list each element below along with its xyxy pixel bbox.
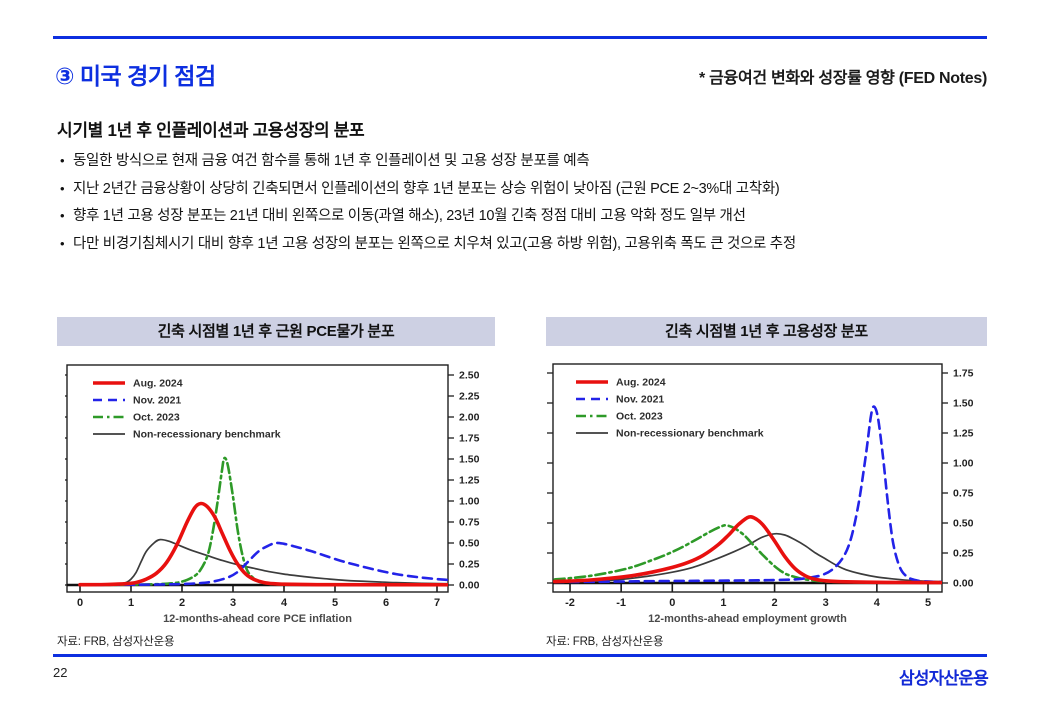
y-tick-label: 0.75 [953,488,974,500]
series-line-non-recessionary-benchmark [553,532,942,584]
x-tick-label: 2 [179,597,185,609]
legend-label: Aug. 2024 [616,377,666,389]
section-subtitle: 시기별 1년 후 인플레이션과 고용성장의 분포 [57,121,365,140]
top-divider [53,36,987,39]
series-line-nov-2021 [78,541,448,587]
pce-distribution-chart: 0.00 0.25 0.50 0.75 1.00 1.25 1.50 1.75 2.00 2.25… [61,352,497,634]
series-line-oct-2023 [553,524,942,585]
footer-divider [53,654,987,657]
x-tick-label: 0 [669,597,675,609]
y-tick-label: 0.50 [459,538,480,550]
y-tick-label: 1.25 [459,475,480,487]
bullet-item: 다만 비경기침체시기 대비 향후 1년 고용 성장의 분포는 왼쪽으로 치우쳐 … [60,235,990,253]
x-tick-label: 1 [720,597,726,609]
source-note: 자료: FRB, 삼성자산운용 [546,636,664,648]
legend-label: Non-recessionary benchmark [616,428,764,440]
title-note: * 금융여건 변화와 성장률 영향 (FED Notes) [699,70,987,87]
y-tick-label: 0.00 [459,580,480,592]
y-tick-label: 2.25 [459,391,480,403]
bullet-item: 지난 2년간 금융상황이 상당히 긴축되면서 인플레이션의 향후 1년 분포는 … [60,180,990,198]
legend-label: Nov. 2021 [133,395,181,407]
x-tick-label: 5 [925,597,931,609]
page-number: 22 [53,665,68,680]
y-tick-label: 1.75 [953,368,974,380]
x-axis-label: 12-months-ahead employment growth [648,613,847,625]
page-title: ③ 미국 경기 점검 [55,63,216,89]
chart-header-pce: 긴축 시점별 1년 후 근원 PCE물가 분포 [57,317,495,346]
x-tick-label: 5 [332,597,338,609]
y-tick-label: 1.50 [953,398,974,410]
legend-label: Oct. 2023 [616,411,663,423]
y-tick-label: 1.50 [459,454,480,466]
chart-canvas: 0.00 0.25 0.50 0.75 1.00 1.25 1.50 1.75 -2 -1 0 1 2 3… [547,363,974,625]
series-line-aug-2024 [553,515,942,585]
y-tick-label: 0.50 [953,518,974,530]
x-axis-label: 12-months-ahead core PCE inflation [163,613,352,625]
series-line-nov-2021 [553,405,942,584]
bullet-item: 향후 1년 고용 성장 분포는 21년 대비 왼쪽으로 이동(과열 해소), 2… [60,207,990,225]
source-note: 자료: FRB, 삼성자산운용 [57,636,175,648]
legend-label: Nov. 2021 [616,394,664,406]
y-tick-label: 1.75 [459,433,480,445]
y-tick-label: 1.00 [953,458,974,470]
employment-distribution-chart: 0.00 0.25 0.50 0.75 1.00 1.25 1.50 1.75 -2 -1 0 1 2 3… [546,352,987,634]
series-line-non-recessionary-benchmark [79,538,448,586]
y-tick-label: 0.25 [953,548,974,560]
y-tick-label: 0.75 [459,517,480,529]
plot-frame [552,363,943,593]
x-tick-label: 4 [281,597,288,609]
series-line-oct-2023 [78,456,448,587]
y-tick-label: 2.00 [459,412,480,424]
x-tick-label: 0 [77,597,83,609]
y-tick-label: 0.25 [459,559,480,571]
legend-label: Non-recessionary benchmark [133,429,281,441]
chart-canvas: 0.00 0.25 0.50 0.75 1.00 1.25 1.50 1.75 2.00 2.25… [61,364,480,625]
plot-frame [66,364,449,593]
legend-label: Aug. 2024 [133,378,183,390]
y-tick-label: 2.50 [459,370,480,382]
x-tick-label: 1 [128,597,134,609]
x-tick-label: 3 [823,597,829,609]
y-tick-label: 1.25 [953,428,974,440]
series-line-aug-2024 [78,501,448,587]
x-tick-label: -2 [565,597,575,609]
legend-label: Oct. 2023 [133,412,180,424]
x-tick-label: -1 [616,597,626,609]
x-tick-label: 2 [772,597,778,609]
company-logo: 삼성자산운용 [898,669,989,688]
bullet-list: 동일한 방식으로 현재 금융 여건 함수를 통해 1년 후 인플레이션 및 고용… [60,152,990,262]
bullet-item: 동일한 방식으로 현재 금융 여건 함수를 통해 1년 후 인플레이션 및 고용… [60,152,990,170]
x-tick-label: 7 [434,597,440,609]
x-tick-label: 3 [230,597,236,609]
chart-header-employment: 긴축 시점별 1년 후 고용성장 분포 [546,317,987,346]
y-tick-label: 1.00 [459,496,480,508]
y-tick-label: 0.00 [953,578,974,590]
x-tick-label: 4 [874,597,881,609]
x-tick-label: 6 [383,597,389,609]
